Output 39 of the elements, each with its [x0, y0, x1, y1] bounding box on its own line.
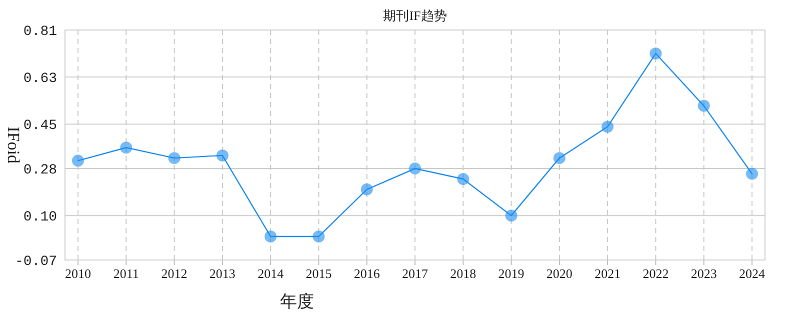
y-axis-title: IFoid	[4, 126, 23, 164]
point	[457, 172, 470, 185]
x-tick-label: 2018	[450, 266, 476, 281]
point	[698, 100, 710, 112]
point	[216, 149, 228, 162]
x-tick-label: 2021	[594, 266, 621, 281]
y-tick-label: -0.07	[14, 254, 57, 270]
x-tick-label: 2014	[258, 266, 284, 281]
point	[360, 183, 373, 196]
x-tick-label: 2011	[113, 266, 139, 281]
y-tick-label: 0.28	[23, 162, 57, 179]
point	[168, 152, 180, 164]
y-tick-label: 0.10	[23, 210, 57, 226]
point	[409, 162, 421, 175]
x-tick-label: 2010	[65, 266, 91, 281]
x-tick-label: 2015	[306, 266, 332, 281]
point	[312, 230, 325, 242]
x-tick-label: 2020	[546, 266, 572, 281]
x-axis-title: 年度	[280, 292, 314, 311]
x-tick-label: 2013	[209, 266, 236, 281]
chart-title: 期刊IF趋势	[383, 8, 447, 23]
point	[505, 210, 518, 222]
x-tick-label: 2023	[690, 266, 717, 281]
point	[602, 120, 614, 133]
point	[120, 142, 132, 154]
x-tick-label: 2017	[402, 266, 428, 281]
x-tick-label: 2022	[642, 266, 669, 281]
point	[553, 152, 566, 164]
y-tick-label: 0.63	[23, 71, 57, 88]
x-tick-label: 2024	[739, 266, 766, 281]
x-tick-label: 2012	[161, 266, 188, 281]
point	[72, 154, 84, 167]
y-tick-label: 0.81	[23, 24, 57, 40]
y-tick-label: 0.45	[23, 118, 57, 134]
point	[650, 48, 662, 60]
x-tick-label: 2019	[498, 266, 524, 281]
x-tick-label: 2016	[354, 266, 380, 281]
point	[264, 230, 277, 242]
point	[746, 168, 758, 180]
